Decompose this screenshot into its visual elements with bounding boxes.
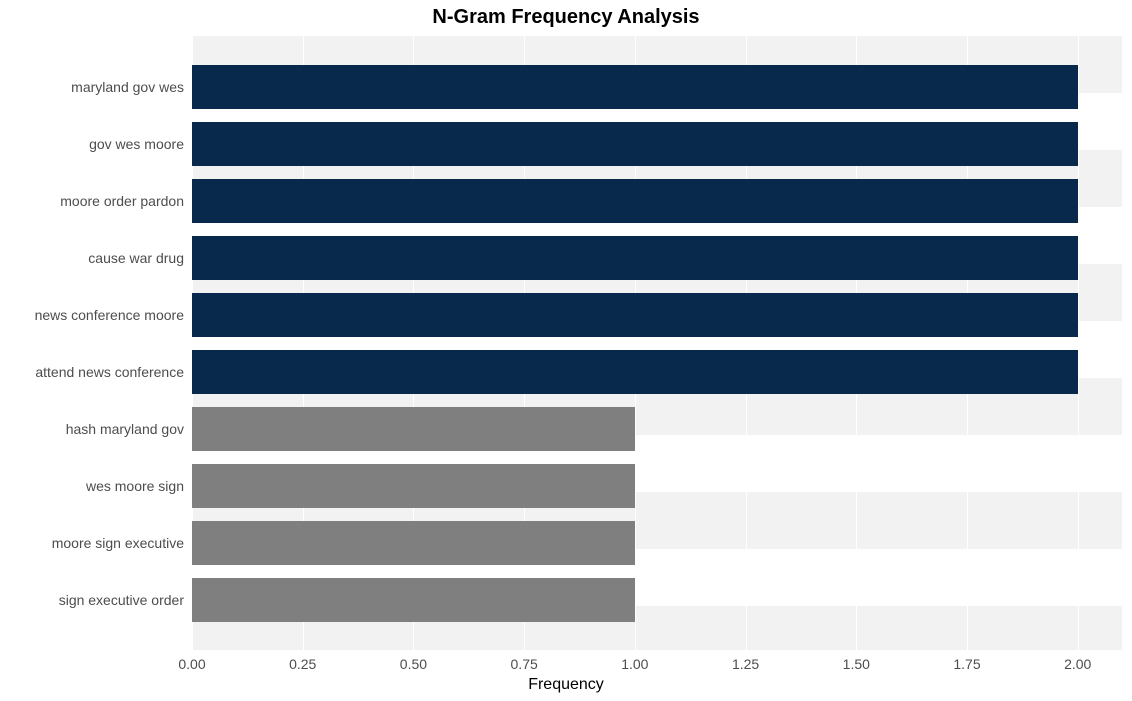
gridline bbox=[1078, 36, 1079, 650]
y-tick-label: gov wes moore bbox=[0, 137, 184, 151]
bar bbox=[192, 236, 1078, 280]
bar bbox=[192, 464, 635, 508]
y-tick-label: maryland gov wes bbox=[0, 80, 184, 94]
bar bbox=[192, 179, 1078, 223]
bar bbox=[192, 65, 1078, 109]
bar bbox=[192, 407, 635, 451]
bar bbox=[192, 521, 635, 565]
bar bbox=[192, 578, 635, 622]
y-tick-label: moore sign executive bbox=[0, 536, 184, 550]
x-tick-label: 1.75 bbox=[953, 656, 980, 672]
x-tick-label: 1.00 bbox=[621, 656, 648, 672]
x-tick-label: 0.75 bbox=[511, 656, 538, 672]
ngram-frequency-chart: N-Gram Frequency Analysis Frequency mary… bbox=[0, 0, 1132, 701]
x-tick-label: 1.25 bbox=[732, 656, 759, 672]
bar bbox=[192, 122, 1078, 166]
x-tick-label: 1.50 bbox=[843, 656, 870, 672]
y-tick-label: hash maryland gov bbox=[0, 422, 184, 436]
x-tick-label: 0.00 bbox=[178, 656, 205, 672]
bar bbox=[192, 350, 1078, 394]
x-tick-label: 2.00 bbox=[1064, 656, 1091, 672]
y-tick-label: cause war drug bbox=[0, 251, 184, 265]
y-tick-label: news conference moore bbox=[0, 308, 184, 322]
x-tick-label: 0.25 bbox=[289, 656, 316, 672]
x-tick-label: 0.50 bbox=[400, 656, 427, 672]
y-tick-label: moore order pardon bbox=[0, 194, 184, 208]
y-tick-label: sign executive order bbox=[0, 593, 184, 607]
y-tick-label: wes moore sign bbox=[0, 479, 184, 493]
y-tick-label: attend news conference bbox=[0, 365, 184, 379]
chart-title: N-Gram Frequency Analysis bbox=[0, 6, 1132, 29]
plot-area bbox=[192, 36, 1122, 650]
bar bbox=[192, 293, 1078, 337]
x-axis-title: Frequency bbox=[0, 676, 1132, 694]
